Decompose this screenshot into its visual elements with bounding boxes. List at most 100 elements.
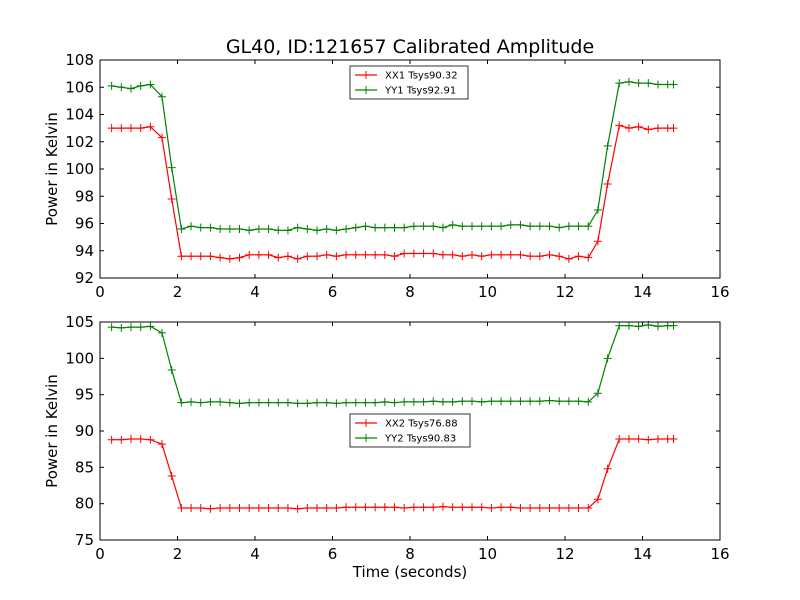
data-point	[497, 397, 506, 406]
data-point	[487, 504, 496, 513]
x-tick-label: 6	[328, 545, 338, 563]
data-point	[293, 223, 302, 232]
data-point	[516, 220, 525, 229]
data-point	[177, 398, 186, 407]
data-point	[322, 224, 331, 233]
y-tick-label: 90	[75, 422, 94, 440]
data-point	[615, 121, 624, 130]
data-point	[371, 398, 380, 407]
data-point	[477, 503, 486, 512]
data-point	[584, 253, 593, 262]
bottom-subplot: 0 2 4 6 8 10 12 14 16 75 80 85 90 95 100 105 Power in Ke…	[43, 313, 730, 581]
data-point	[127, 124, 135, 133]
y-tick-label: 104	[65, 106, 94, 124]
data-point	[187, 222, 196, 231]
x-tick-label: 10	[478, 283, 497, 301]
data-point	[127, 434, 135, 443]
data-point	[545, 222, 554, 231]
data-point	[516, 397, 525, 406]
data-point	[351, 503, 360, 512]
data-point	[380, 250, 389, 259]
data-point	[487, 250, 496, 259]
data-point	[225, 254, 234, 263]
data-point	[127, 84, 135, 93]
data-point	[477, 252, 486, 261]
data-point	[206, 223, 215, 232]
data-point	[177, 224, 186, 233]
data-point	[225, 504, 234, 513]
x-tick-label: 14	[633, 545, 652, 563]
data-point	[274, 504, 283, 513]
data-point	[107, 323, 116, 332]
data-point	[438, 502, 447, 511]
data-point	[644, 79, 653, 88]
legend-label: YY1 Tsys92.91	[384, 86, 456, 97]
data-point	[654, 80, 662, 89]
y-axis-label: Power in Kelvin	[43, 374, 61, 488]
data-point	[448, 503, 457, 512]
data-point	[555, 252, 564, 261]
data-point	[574, 504, 583, 513]
data-point	[400, 504, 409, 513]
data-point	[225, 398, 234, 407]
data-point	[487, 397, 496, 406]
data-point	[564, 254, 573, 263]
y-tick-label: 106	[65, 78, 94, 96]
data-point	[506, 220, 515, 229]
data-point	[624, 77, 633, 86]
data-point	[167, 194, 176, 203]
data-point	[283, 504, 292, 513]
data-point	[303, 252, 312, 261]
y-tick-label: 92	[75, 269, 94, 287]
data-point	[400, 249, 409, 258]
data-point	[117, 124, 126, 133]
data-point	[206, 504, 215, 513]
data-point	[438, 397, 447, 406]
data-point	[127, 323, 135, 332]
data-point	[419, 249, 428, 258]
data-point	[177, 504, 186, 513]
data-point	[390, 503, 399, 512]
data-point	[167, 472, 176, 481]
data-point	[644, 125, 653, 134]
data-point	[624, 321, 633, 330]
data-point	[634, 79, 643, 88]
data-point	[264, 398, 273, 407]
data-point	[235, 224, 244, 233]
data-point	[136, 81, 145, 90]
data-point	[477, 222, 486, 231]
data-point	[146, 80, 155, 89]
data-point	[351, 223, 360, 232]
data-point	[235, 253, 244, 262]
data-point	[564, 504, 573, 513]
data-point	[497, 503, 506, 512]
data-point	[593, 389, 602, 398]
data-point	[429, 222, 438, 231]
data-point	[216, 504, 225, 513]
y-tick-label: 85	[75, 458, 94, 476]
data-point	[342, 503, 351, 512]
data-point	[603, 179, 612, 188]
x-tick-label: 2	[173, 283, 183, 301]
data-point	[107, 435, 116, 444]
data-point	[342, 250, 351, 259]
data-point	[400, 223, 409, 232]
legend-box	[349, 65, 469, 100]
legend-label: YY2 Tsys90.83	[384, 434, 456, 445]
data-point	[545, 396, 554, 405]
data-point	[526, 504, 535, 513]
data-point	[293, 399, 302, 408]
data-point	[545, 250, 554, 259]
data-point	[351, 398, 360, 407]
data-point	[429, 249, 438, 258]
y-tick-label: 96	[75, 215, 94, 233]
data-point	[506, 397, 515, 406]
data-point	[634, 122, 643, 131]
data-point	[400, 397, 409, 406]
data-point	[371, 503, 380, 512]
data-point	[216, 253, 225, 262]
data-point	[634, 434, 643, 443]
data-point	[535, 397, 544, 406]
data-point	[380, 397, 389, 406]
data-point	[274, 398, 283, 407]
